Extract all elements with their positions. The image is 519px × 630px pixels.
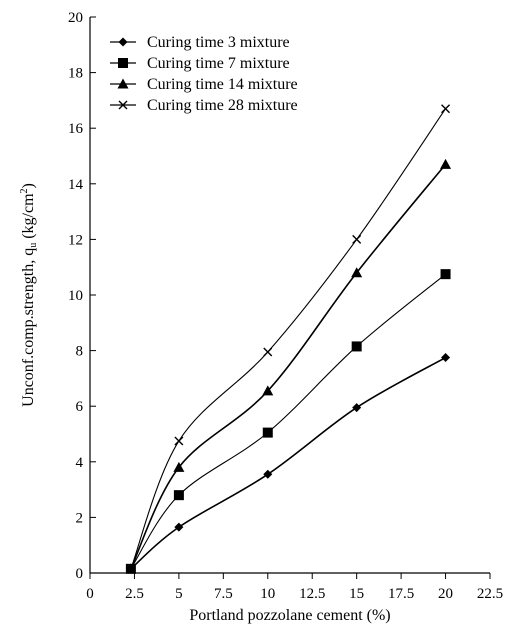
x-tick-label: 10 (260, 586, 275, 602)
axis-lines (89, 17, 490, 574)
y-tick-label: 0 (76, 566, 84, 582)
y-tick-label: 18 (68, 66, 83, 82)
series-line (130, 356, 446, 570)
data-point (126, 564, 136, 574)
data-point (174, 436, 184, 446)
data-point (440, 269, 451, 280)
data-point (174, 522, 184, 532)
x-tick-label: 5 (175, 586, 183, 602)
y-axis-title-unit: (kg/cm (20, 193, 37, 243)
series-layer (125, 104, 452, 574)
data-point (173, 490, 184, 501)
data-point (262, 427, 273, 438)
y-tick-label: 12 (68, 232, 83, 248)
legend-label: Curing time 3 mixture (147, 34, 290, 51)
x-axis-title: Portland pozzolane cement (%) (189, 607, 390, 624)
x-tick-label: 7.5 (214, 586, 233, 602)
data-point (352, 234, 362, 244)
x-tick-label: 17.5 (388, 586, 414, 602)
data-point (441, 104, 451, 114)
legend: Curing time 3 mixture Curing time 7 mixtu… (110, 34, 298, 114)
data-point (263, 347, 273, 357)
series-group (125, 158, 452, 574)
legend-marker (118, 58, 128, 68)
data-point (441, 353, 451, 363)
legend-marker (118, 100, 128, 110)
y-axis-title-superscript: 2 (19, 188, 30, 193)
y-tick-label: 16 (68, 121, 84, 137)
x-axis-ticks: 0 2.5 5 7.5 10 12.5 15 17.5 20 22.5 (86, 573, 503, 602)
legend-marker (117, 78, 129, 89)
y-tick-label: 10 (68, 288, 83, 304)
y-tick-label: 20 (68, 10, 83, 26)
y-axis-title-close: ) (20, 183, 37, 188)
series-line (130, 163, 447, 570)
x-tick-label: 15 (349, 586, 364, 602)
y-axis-ticks: 0 2 4 6 8 10 12 14 16 18 20 (68, 10, 96, 582)
y-axis-title: Unconf.comp.strength, qu (kg/cm2) (19, 183, 39, 407)
x-tick-label: 20 (438, 586, 453, 602)
data-point (173, 461, 185, 472)
x-tick-label: 2.5 (125, 586, 144, 602)
data-point (351, 341, 362, 352)
legend-label: Curing time 28 mixture (147, 97, 298, 114)
y-axis-title-subscript: u (28, 243, 39, 248)
y-tick-label: 14 (68, 177, 84, 193)
y-tick-label: 6 (76, 399, 84, 415)
x-tick-label: 12.5 (299, 586, 325, 602)
data-point (351, 267, 363, 278)
legend-label: Curing time 14 mixture (147, 76, 298, 93)
data-point (352, 403, 362, 413)
y-tick-label: 8 (76, 344, 84, 360)
y-tick-label: 2 (76, 510, 84, 526)
y-tick-label: 4 (76, 455, 84, 471)
data-point (440, 158, 452, 169)
data-point (263, 469, 273, 479)
legend-marker (118, 37, 128, 47)
legend-label: Curing time 7 mixture (147, 55, 290, 72)
y-axis-title-main: Unconf.comp.strength, q (20, 248, 37, 407)
series-group (125, 269, 451, 574)
data-point (262, 385, 274, 396)
series-group (126, 104, 451, 574)
x-tick-label: 22.5 (477, 586, 503, 602)
x-tick-label: 0 (86, 586, 94, 602)
series-group (126, 353, 451, 574)
